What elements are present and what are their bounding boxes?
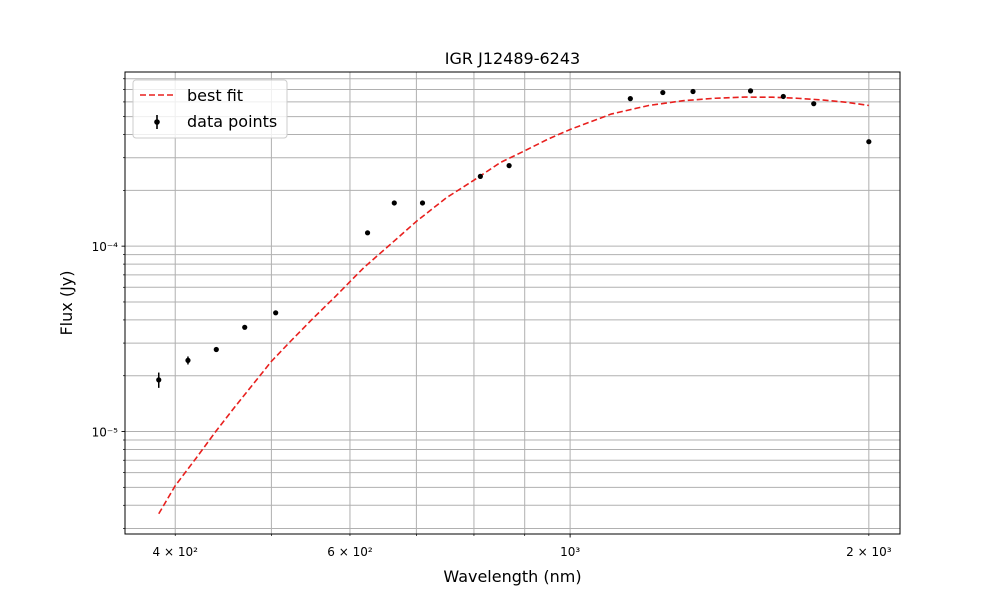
y-tick-label: 10⁻⁵	[92, 426, 119, 440]
data-point-marker	[811, 101, 817, 107]
data-point	[213, 346, 219, 353]
legend-label-best-fit: best fit	[187, 86, 243, 105]
legend-swatch-data-points	[154, 115, 160, 129]
data-point-marker	[273, 310, 279, 316]
legend: best fit data points	[132, 79, 288, 139]
data-point-marker	[477, 173, 483, 179]
data-point	[156, 372, 162, 388]
data-point-marker	[866, 139, 872, 145]
tick-layer: 4 × 10² 6 × 10² 10³ 2 × 10³ 10⁻⁵ 10⁻⁴	[92, 78, 892, 559]
data-point	[780, 93, 786, 100]
data-point-marker	[156, 377, 162, 383]
grid-layer	[125, 72, 900, 534]
y-axis-label: Flux (Jy)	[57, 270, 76, 335]
series-layer	[156, 88, 872, 515]
data-point-marker	[419, 200, 426, 206]
data-point	[811, 101, 817, 107]
y-tick-label: 10⁻⁴	[92, 240, 119, 254]
data-point	[273, 310, 279, 316]
data-point	[866, 139, 872, 145]
x-tick-label: 6 × 10²	[327, 545, 373, 559]
legend-swatch-marker	[154, 119, 160, 125]
data-point	[627, 96, 633, 102]
legend-label-data-points: data points	[187, 112, 277, 131]
data-point	[242, 324, 248, 330]
data-point	[690, 88, 696, 95]
plot-frame	[124, 71, 901, 535]
data-point	[660, 89, 666, 96]
x-tick-label: 2 × 10³	[846, 545, 892, 559]
data-point-marker	[391, 200, 397, 206]
chart-title: IGR J12489-6243	[445, 49, 580, 68]
data-point	[477, 173, 483, 179]
data-point	[747, 88, 754, 94]
data-point-marker	[780, 93, 786, 100]
data-point-marker	[364, 230, 371, 236]
data-point-marker	[747, 88, 754, 94]
data-point	[391, 200, 397, 206]
data-point-marker	[627, 96, 633, 102]
data-point-marker	[506, 163, 512, 169]
data-point-marker	[185, 357, 191, 363]
data-point-marker	[690, 88, 696, 95]
data-point	[364, 230, 371, 236]
data-point	[185, 356, 191, 365]
data-point	[419, 200, 426, 206]
x-axis-label: Wavelength (nm)	[443, 567, 581, 586]
x-tick-label: 10³	[560, 545, 580, 559]
data-point-marker	[242, 324, 248, 330]
best-fit-curve	[158, 96, 869, 515]
data-point	[506, 163, 512, 169]
x-tick-label: 4 × 10²	[153, 545, 199, 559]
data-point-marker	[213, 346, 219, 353]
data-point-marker	[660, 89, 666, 96]
